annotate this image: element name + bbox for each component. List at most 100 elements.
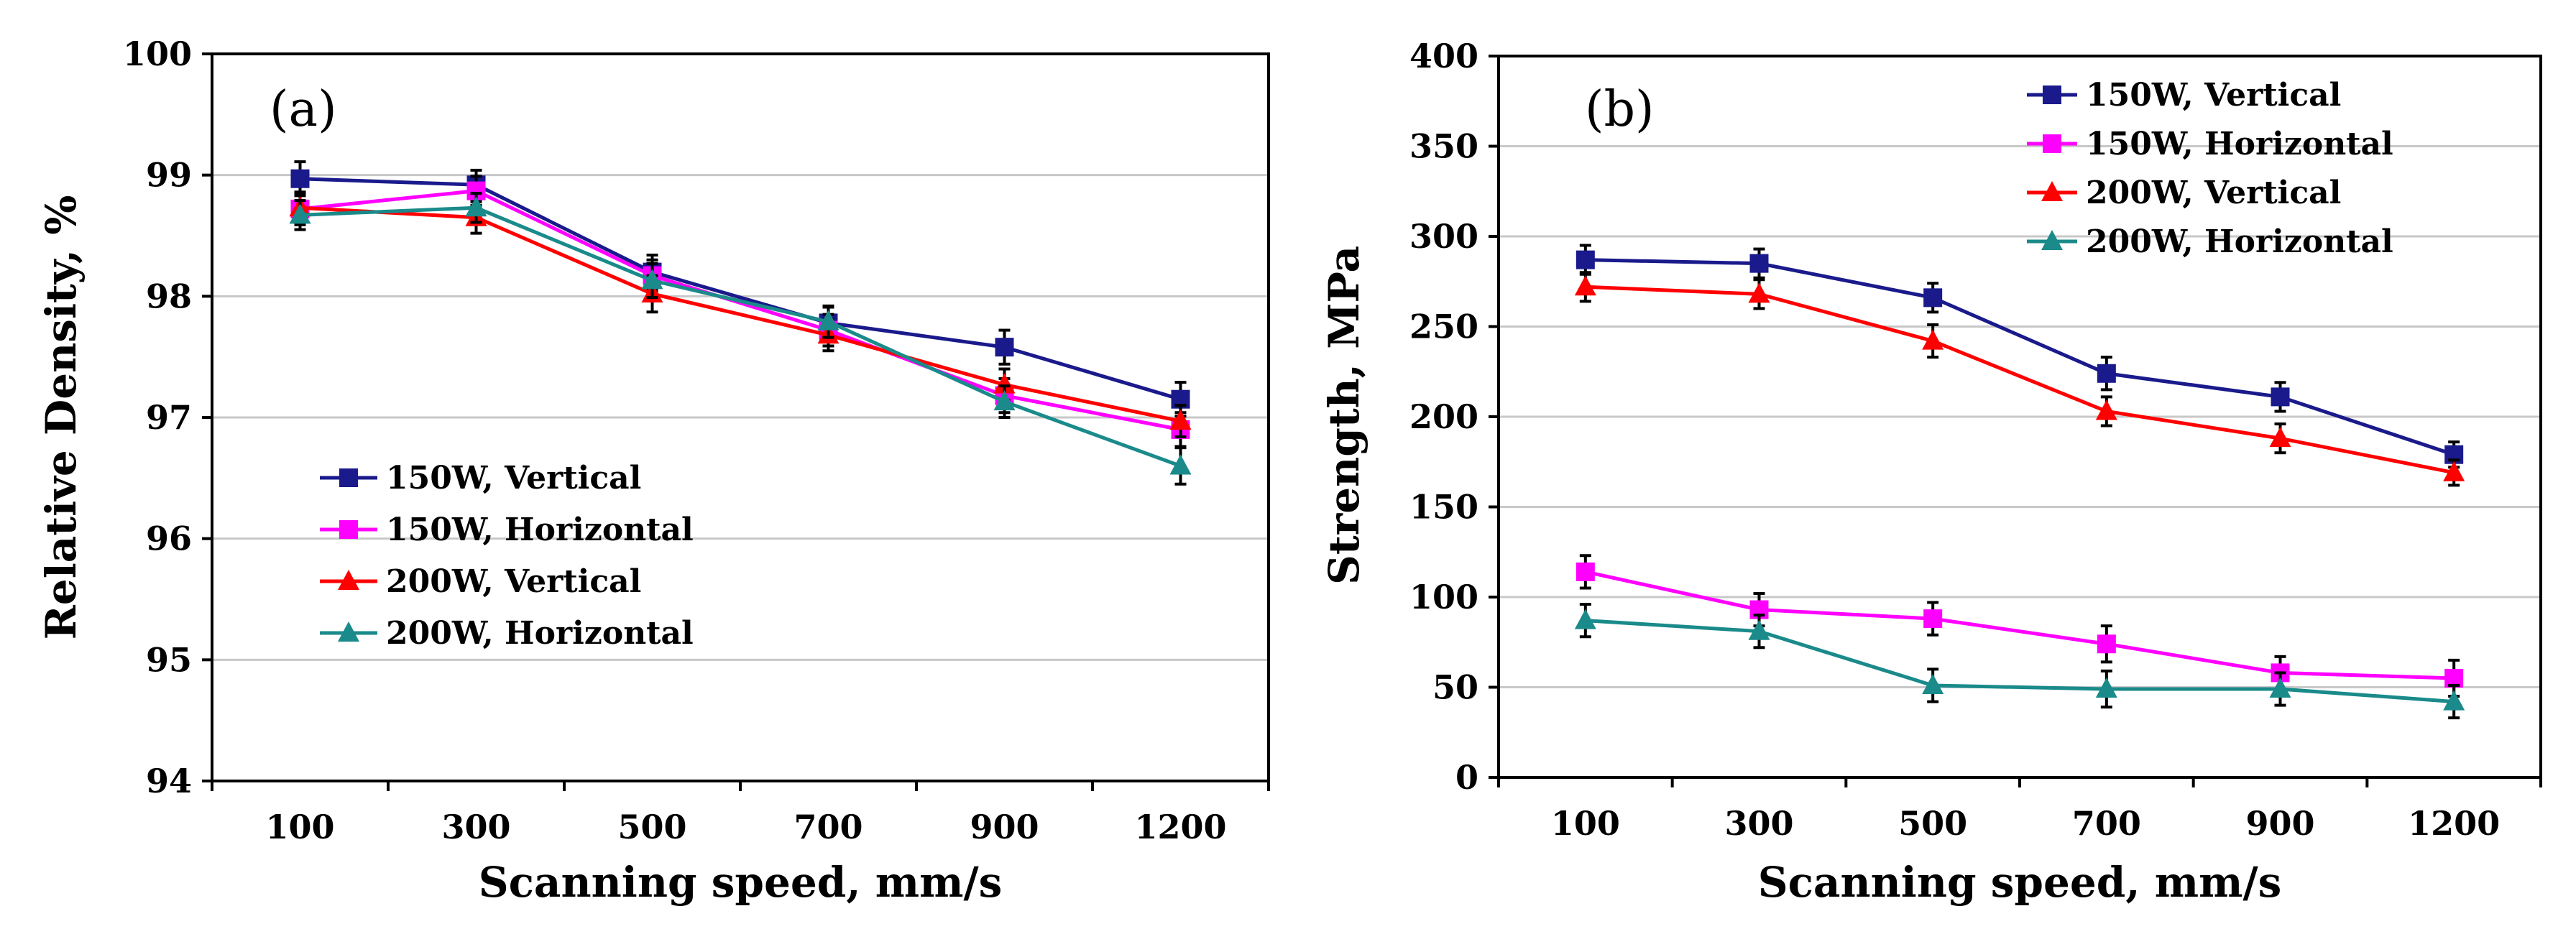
panel-a-series-line — [300, 205, 1182, 468]
panel-b-data-point — [2443, 690, 2465, 711]
panel-a-y-axis-title: Relative Density, % — [37, 195, 86, 640]
panel-b-x-tick-label: 500 — [1898, 804, 1967, 843]
panel-b-x-tick-labels: 100 300 500 700 900 1200 — [1551, 804, 2500, 843]
panel-a-data-point — [641, 269, 663, 290]
panel-a-legend-label: 150W, Vertical — [386, 460, 641, 496]
panel-a-series-0 — [290, 160, 1190, 418]
panel-a-legend-marker — [339, 520, 358, 539]
panel-a-legend-entry: 150W, Horizontal — [320, 512, 694, 548]
panel-a-data-point — [817, 310, 840, 331]
panel-b-y-axis-title: Strength, MPa — [1320, 246, 1368, 585]
panel-a-series-2 — [289, 190, 1192, 438]
panel-b-data-point — [2443, 461, 2465, 481]
panel-b-data-point — [1749, 254, 1769, 273]
panel-b-y-tick-label: 300 — [1409, 217, 1478, 256]
panel-a-x-tick-label: 100 — [265, 808, 334, 846]
panel-a-y-tick-label: 94 — [146, 762, 192, 800]
panel-b-x-tick-label: 700 — [2072, 804, 2141, 843]
panel-a-data-point — [1169, 410, 1192, 430]
panel-b-legend-entry: 150W, Vertical — [2027, 77, 2341, 114]
panel-b-data-point — [1922, 673, 1944, 694]
panel-a-data-point — [995, 338, 1014, 357]
panel-b-series-0 — [1576, 244, 2464, 469]
panel-b-y-tick-label: 200 — [1409, 397, 1478, 436]
panel-a-x-tick-label: 300 — [441, 808, 510, 846]
panel-a-label: (a) — [270, 81, 337, 138]
panel-b-y-tick-label: 100 — [1409, 578, 1478, 616]
panel-b-data-point — [1576, 562, 1595, 581]
panel-b-data-point — [1923, 609, 1943, 629]
panel-b-y-tick-label: 50 — [1432, 668, 1478, 707]
panel-a-series-line — [300, 177, 1182, 402]
panel-a-x-tick-label: 1200 — [1134, 808, 1226, 846]
panel-b: 0 50 100 150 200 250 300 350 400 100 300 500 700 900… — [1320, 37, 2542, 907]
panel-b-legend-marker — [2041, 230, 2063, 250]
panel-b-series-3 — [1574, 603, 2465, 720]
panel-b-legend-marker — [2043, 134, 2061, 153]
panel-a-y-tick-label: 95 — [146, 640, 192, 679]
panel-a-legend: 150W, Vertical 150W, Horizontal 200W, Vert… — [320, 460, 694, 652]
panel-a-data-point — [289, 203, 311, 224]
panel-a-series-line — [300, 205, 1182, 423]
panel-a-legend-marker — [338, 570, 359, 590]
panel-b-y-tick-label: 250 — [1409, 308, 1478, 346]
panel-b-ticks — [1489, 55, 2542, 787]
panel-a-y-tick-label: 98 — [146, 277, 192, 315]
panel-a-grid — [212, 174, 1269, 661]
panel-a-legend-label: 150W, Horizontal — [386, 512, 694, 548]
panel-a-ticks — [202, 52, 1270, 791]
panel-a: 94 95 96 97 98 99 100 100 300 500 700 900 1200 150W… — [37, 34, 1270, 907]
panel-b-y-tick-label: 150 — [1409, 488, 1478, 527]
panel-b-data-point — [2269, 678, 2291, 698]
panel-b-y-tick-label: 0 — [1455, 758, 1478, 797]
panel-a-data-point — [993, 390, 1016, 411]
panel-b-x-tick-label: 100 — [1551, 804, 1620, 843]
panel-b-data-point — [2097, 364, 2116, 383]
panel-a-legend-marker — [338, 621, 359, 642]
panel-b-data-point — [2095, 678, 2117, 698]
panel-b-series-line — [1585, 570, 2455, 680]
panel-b-legend-label: 200W, Horizontal — [2086, 223, 2393, 260]
panel-b-data-point — [1748, 282, 1770, 303]
panel-b-y-tick-label: 350 — [1409, 127, 1478, 166]
panel-a-legend-label: 200W, Horizontal — [386, 615, 694, 652]
panel-b-data-point — [2095, 399, 2117, 420]
panel-a-x-tick-label: 900 — [970, 808, 1039, 846]
panel-b-series-line — [1585, 285, 2455, 475]
panel-b-data-point — [1574, 609, 1596, 629]
panel-b-y-tick-label: 400 — [1409, 37, 1478, 75]
panel-b-label: (b) — [1585, 81, 1655, 138]
panel-a-x-tick-label: 500 — [617, 808, 686, 846]
panel-b-x-axis-title: Scanning speed, mm/s — [1758, 858, 2282, 907]
panel-a-x-tick-labels: 100 300 500 700 900 1200 — [265, 808, 1226, 846]
panel-b-data-point — [2097, 634, 2116, 654]
panel-a-legend-entry: 200W, Horizontal — [320, 615, 694, 652]
panel-a-y-tick-label: 96 — [146, 519, 192, 558]
panel-a-y-tick-label: 97 — [146, 398, 192, 437]
panel-b-data-point — [1922, 329, 1944, 350]
panel-a-legend-entry: 200W, Vertical — [320, 563, 641, 600]
panel-a-x-axis-title: Scanning speed, mm/s — [479, 858, 1003, 907]
panel-a-legend-entry: 150W, Vertical — [320, 460, 641, 496]
panel-a-data-point — [465, 196, 487, 217]
panel-a-series-1 — [290, 175, 1190, 448]
panel-b-series — [1574, 244, 2465, 720]
panel-b-data-point — [2271, 387, 2290, 407]
panel-a-series-3 — [289, 191, 1192, 486]
panel-a-y-tick-label: 100 — [123, 34, 192, 73]
panel-b-legend-entry: 150W, Horizontal — [2027, 126, 2393, 162]
panel-b-legend-entry: 200W, Vertical — [2027, 175, 2341, 211]
panel-a-x-tick-label: 700 — [794, 808, 862, 846]
panel-b-legend-marker — [2043, 85, 2061, 104]
panel-b-legend-entry: 200W, Horizontal — [2027, 223, 2393, 260]
panel-b-series-2 — [1574, 271, 2465, 487]
panel-b-series-line — [1585, 258, 2455, 457]
panel-b-data-point — [1574, 275, 1596, 296]
panel-a-data-point — [290, 169, 310, 188]
panel-b-series-line — [1585, 619, 2455, 704]
panel-b-legend-label: 200W, Vertical — [2086, 175, 2341, 211]
panel-b-data-point — [1576, 250, 1595, 269]
panel-a-series — [289, 160, 1192, 486]
panel-b-data-point — [1748, 619, 1770, 640]
